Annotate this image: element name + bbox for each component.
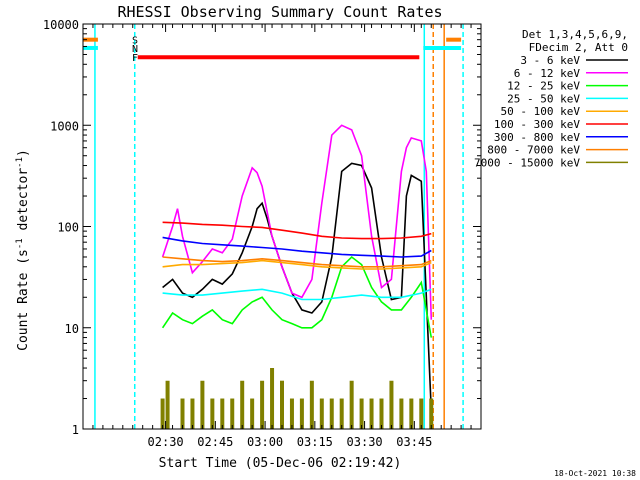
x-tick-label-1: 02:45 [197, 435, 233, 449]
plot-area: SNF [83, 24, 464, 429]
y-axis-label-part2: detector [16, 168, 31, 239]
y-tick-label-2: 100 [57, 221, 79, 235]
series-line-2 [161, 255, 433, 338]
series-line-4 [162, 259, 432, 270]
legend-label-2: 12 - 25 keV [507, 80, 580, 93]
series-line-5 [162, 221, 432, 240]
flag-label-n: N [132, 44, 138, 55]
legend-header-line-1: Det 1,3,4,5,6,9, [522, 28, 628, 41]
legend-label-7: 800 - 7000 keV [487, 144, 580, 157]
y-tick-label-4: 10000 [43, 18, 79, 32]
y-axis-label-part3: ) [16, 149, 31, 157]
x-tick-label-4: 03:30 [347, 435, 383, 449]
legend-header-line-2: FDecim 2, Att 0 [529, 41, 628, 54]
series-line-3 [162, 288, 432, 301]
legend-label-3: 25 - 50 keV [507, 92, 580, 105]
axes: 1 10 100 1000 10000 02:30 02:45 03:00 03:15 03:30… [43, 18, 482, 449]
series-line-6 [162, 236, 432, 258]
legend-label-5: 100 - 300 keV [494, 118, 580, 131]
flag-label-f: F [132, 53, 138, 64]
y-axis-label-part1: Count Rate (s [16, 249, 31, 351]
legend-label-6: 300 - 800 keV [494, 131, 580, 144]
y-tick-label-3: 1000 [50, 119, 79, 133]
x-axis-label: Start Time (05-Dec-06 02:19:42) [159, 456, 402, 471]
flag-label-s: S [132, 36, 138, 47]
legend-label-0: 3 - 6 keV [520, 54, 580, 67]
legend-label-8: 7000 - 15000 keV [474, 156, 580, 169]
y-tick-label-0: 1 [72, 423, 79, 437]
legend-label-4: 50 - 100 keV [501, 105, 581, 118]
y-tick-label-1: 10 [65, 322, 79, 336]
y-axis-label-sup2: -1 [15, 157, 25, 168]
x-tick-label-0: 02:30 [148, 435, 184, 449]
series-line-7 [162, 256, 432, 268]
x-tick-label-5: 03:45 [396, 435, 432, 449]
y-axis-label-sup1: -1 [15, 238, 25, 249]
x-tick-label-2: 03:00 [247, 435, 283, 449]
x-tick-label-3: 03:15 [297, 435, 333, 449]
legend: Det 1,3,4,5,6,9, FDecim 2, Att 0 3 - 6 k… [474, 28, 628, 169]
legend-label-1: 6 - 12 keV [514, 67, 581, 80]
chart-title: RHESSI Observing Summary Count Rates [117, 3, 442, 21]
footer-timestamp: 18-Oct-2021 10:38 [554, 469, 636, 478]
series-line-1 [161, 124, 433, 320]
y-axis-label: Count Rate (s-1 detector-1) [15, 149, 31, 351]
